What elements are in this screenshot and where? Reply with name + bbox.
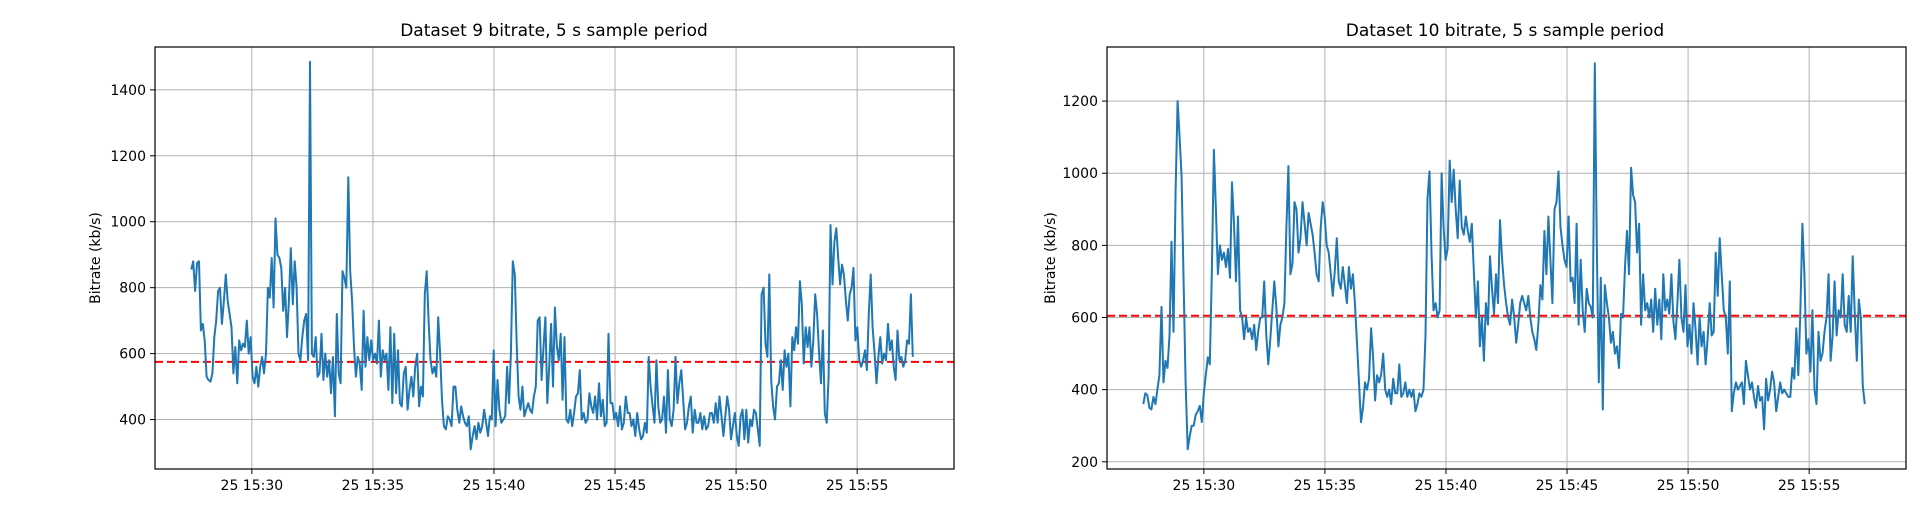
grid-lines	[155, 47, 954, 469]
y-tick-label: 800	[119, 281, 146, 297]
y-axis-label: Bitrate (kb/s)	[88, 212, 104, 304]
bitrate-series-line	[1142, 62, 1866, 451]
x-tick-label: 25 15:50	[705, 478, 768, 494]
plot-frame	[1106, 46, 1907, 470]
y-tick-label: 1200	[1062, 94, 1098, 110]
x-tick-label: 25 15:45	[1536, 478, 1599, 494]
x-tick-label: 25 15:55	[826, 478, 889, 494]
x-tick-label: 25 15:35	[1294, 478, 1357, 494]
y-tick-label: 1000	[1062, 166, 1098, 182]
plot-frame	[154, 46, 955, 470]
chart-dataset-9: Dataset 9 bitrate, 5 s sample period 25 …	[88, 21, 955, 494]
chart-title: Dataset 10 bitrate, 5 s sample period	[1346, 21, 1664, 41]
y-tick-label: 1200	[110, 149, 146, 165]
series-layer	[1142, 62, 1866, 451]
x-axis-ticks: 25 15:30 25 15:35 25 15:40 25 15:45 25 15:50…	[221, 469, 889, 494]
series-layer	[190, 60, 914, 451]
x-tick-label: 25 15:30	[1173, 478, 1236, 494]
y-tick-label: 800	[1071, 238, 1098, 254]
x-tick-label: 25 15:55	[1778, 478, 1841, 494]
y-tick-label: 400	[1071, 383, 1098, 399]
y-axis-label: Bitrate (kb/s)	[1043, 212, 1059, 304]
x-axis-ticks: 25 15:30 25 15:35 25 15:40 25 15:45 25 15:50…	[1173, 469, 1841, 494]
y-tick-label: 400	[119, 413, 146, 429]
x-tick-label: 25 15:40	[1415, 478, 1478, 494]
bitrate-series-line	[190, 60, 914, 451]
y-tick-label: 600	[119, 347, 146, 363]
y-axis-ticks: 400 600 800 1000 1200 1400	[110, 83, 155, 429]
x-tick-label: 25 15:35	[342, 478, 405, 494]
x-tick-label: 25 15:40	[463, 478, 526, 494]
y-tick-label: 200	[1071, 455, 1098, 471]
y-axis-ticks: 200 400 600 800 1000 1200	[1062, 94, 1107, 471]
chart-dataset-10: Dataset 10 bitrate, 5 s sample period 25…	[1043, 21, 1907, 494]
y-tick-label: 600	[1071, 311, 1098, 327]
x-tick-label: 25 15:45	[584, 478, 647, 494]
x-tick-label: 25 15:30	[221, 478, 284, 494]
y-tick-label: 1000	[110, 215, 146, 231]
chart-title: Dataset 9 bitrate, 5 s sample period	[400, 21, 708, 41]
x-tick-label: 25 15:50	[1657, 478, 1720, 494]
y-tick-label: 1400	[110, 83, 146, 99]
